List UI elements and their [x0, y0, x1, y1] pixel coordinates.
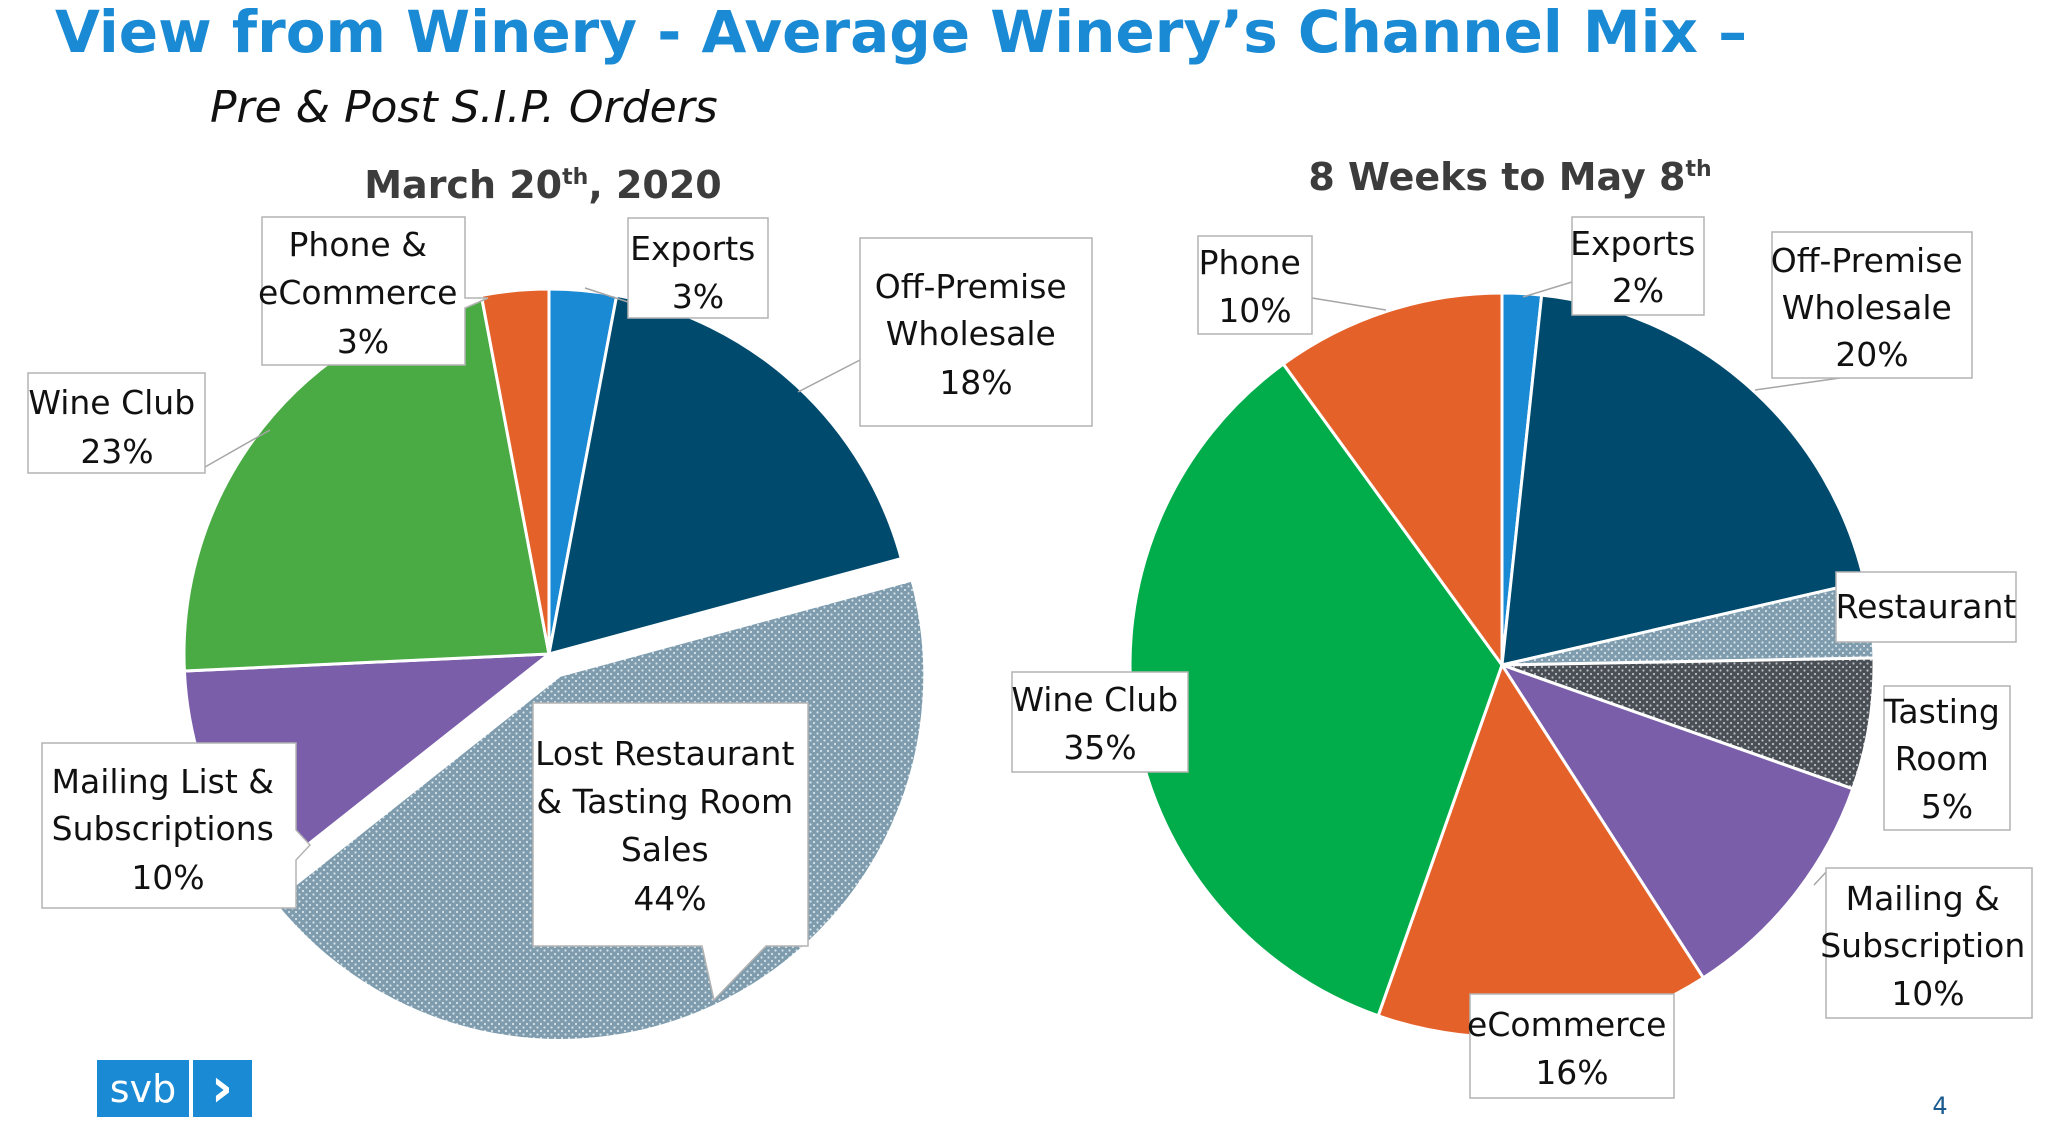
- callout-exports-post: Exports 2%: [1570, 216, 1706, 316]
- callout-tasting-room-post: Tasting Room 5%: [1883, 685, 2011, 831]
- callout-wine-club-pre: Wine Club 23%: [27, 372, 206, 474]
- callout-value: 10%: [1218, 291, 1291, 330]
- callout-value: 23%: [80, 432, 153, 471]
- callout-value: 2%: [1612, 271, 1664, 310]
- svg-text:Mailing & Subscription: Mailing & Subscription 10%: [1820, 879, 2036, 1013]
- callout-value: 3%: [337, 322, 389, 361]
- pie-slice-tasting-room: [1501, 656, 1876, 791]
- svg-text:Off-Premise Wholesale: Off-Premise Wholesale 20%: [1771, 241, 1973, 374]
- callout-line: Lost Restaurant: [535, 734, 794, 773]
- callout-off-premise-pre: Off-Premise Wholesale 18%: [859, 237, 1093, 427]
- callout-line: Mailing &: [1846, 879, 2000, 918]
- pie-slice-phone: [1281, 291, 1504, 670]
- callout-line: eCommerce: [258, 273, 457, 312]
- svg-text:Lost Restaurant & Tastin: Lost Restaurant & Tasting Room Sales 44%: [535, 734, 805, 918]
- callout-line: Wine Club: [28, 383, 195, 422]
- pie-slice-phone-ecommerce: [479, 287, 551, 655]
- leader-line: [1522, 281, 1573, 298]
- callout-line: Restaurant: [1836, 587, 2017, 626]
- callout-line: eCommerce: [1467, 1005, 1666, 1044]
- callout-line: Exports: [630, 229, 755, 268]
- chart1-title: March 20th, 2020: [364, 163, 722, 207]
- svg-text:Wine Club 35%: Wine Club 35%: [1011, 680, 1188, 767]
- callout-lost-pre: Lost Restaurant & Tasting Room Sales 44%: [532, 702, 809, 1002]
- svg-text:Exports 2%: Exports 2%: [1570, 224, 1706, 310]
- svb-logo: svb ›: [97, 1056, 252, 1119]
- svg-text:Off-Premise Wholesale: Off-Premise Wholesale 18%: [875, 267, 1077, 402]
- pie-chart-post-sip: [1128, 291, 1876, 1039]
- callout-line: Sales: [621, 830, 709, 869]
- callout-line: Mailing List &: [52, 762, 274, 801]
- svg-text:Exports 3%: Exports 3%: [630, 229, 766, 316]
- callout-mailing-pre: Mailing List & Subscriptions 10%: [41, 742, 312, 909]
- callout-value: 44%: [633, 879, 706, 918]
- callout-phone-ecommerce-pre: Phone & eCommerce 3%: [258, 216, 489, 366]
- svg-text:Tasting Room 5%: Tasting Room 5%: [1883, 692, 2011, 826]
- callout-value: 10%: [131, 858, 204, 897]
- callout-line: Off-Premise: [875, 267, 1067, 306]
- leader-line: [797, 359, 861, 393]
- callout-line: Room: [1895, 739, 1989, 778]
- leader-line: [1754, 377, 1841, 391]
- callout-value: 10%: [1891, 974, 1964, 1013]
- leader-line: [584, 287, 629, 303]
- pie-slice-mailing-subscription: [1498, 662, 1855, 980]
- callout-line: Subscriptions: [52, 809, 274, 848]
- callout-value: 3%: [672, 277, 724, 316]
- svg-text:Wine Club 23%: Wine Club 23%: [28, 383, 205, 471]
- callout-line: Wholesale: [886, 314, 1056, 353]
- callout-line: Tasting: [1883, 692, 2000, 731]
- callout-line: Phone &: [289, 225, 427, 264]
- svg-text:Phone & eCommerce: Phone & eCommerce 3%: [258, 225, 468, 361]
- callout-line: Phone: [1199, 243, 1301, 282]
- callout-wine-club-post: Wine Club 35%: [1011, 671, 1189, 773]
- logo-text: svb: [110, 1067, 176, 1111]
- svg-text:Mailing List & Subscript: Mailing List & Subscriptions 10%: [52, 762, 285, 897]
- callout-value: 16%: [1535, 1053, 1608, 1092]
- callout-ecommerce-post: eCommerce 16%: [1467, 993, 1677, 1099]
- slide-subtitle: Pre & Post S.I.P. Orders: [210, 82, 718, 133]
- callout-line: Off-Premise: [1771, 241, 1963, 280]
- leader-lines: [204, 281, 1841, 886]
- callout-line: & Tasting Room: [536, 782, 793, 821]
- callout-mailing-post: Mailing & Subscription 10%: [1820, 867, 2036, 1019]
- chart2-title: 8 Weeks to May 8th: [1308, 155, 1711, 199]
- leader-line: [1311, 297, 1387, 311]
- callout-exports-pre: Exports 3%: [627, 217, 769, 319]
- leader-line: [204, 429, 271, 468]
- callout-restaurant-post: Restaurant: [1835, 571, 2017, 643]
- callout-line: Subscription: [1820, 926, 2025, 965]
- chevron-right-icon: ›: [211, 1056, 233, 1119]
- svg-text:eCommerce 16%: eCommerce 16%: [1467, 1005, 1677, 1092]
- svg-text:Phone 10%: Phone 10%: [1199, 243, 1312, 330]
- callout-line: Wholesale: [1782, 288, 1952, 327]
- page-number: 4: [1932, 1092, 1947, 1120]
- callout-value: 18%: [939, 363, 1012, 402]
- callout-value: 5%: [1921, 787, 1973, 826]
- callout-value: 20%: [1835, 335, 1908, 374]
- callout-line: Exports: [1570, 224, 1695, 263]
- callout-off-premise-post: Off-Premise Wholesale 20%: [1771, 231, 1973, 379]
- callout-line: Wine Club: [1011, 680, 1178, 719]
- callout-value: 35%: [1063, 728, 1136, 767]
- slide-title: View from Winery - Average Winery’s Chan…: [55, 0, 1747, 66]
- callout-phone-post: Phone 10%: [1197, 235, 1313, 335]
